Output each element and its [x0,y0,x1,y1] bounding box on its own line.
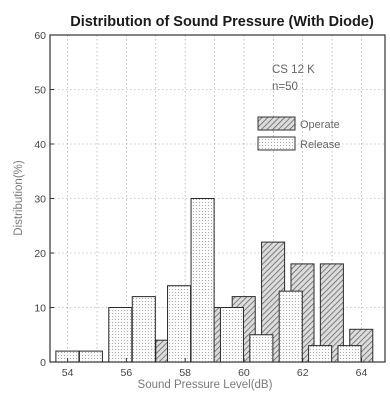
bar-release [190,198,215,363]
legend-label-operate: Operate [300,119,340,131]
x-tick-label: 60 [238,367,250,379]
x-tick-label: 58 [179,367,191,379]
x-tick-label: 64 [356,367,368,379]
x-tick-label: 62 [297,367,309,379]
y-tick-label: 60 [34,30,46,42]
x-tick-label: 56 [121,367,133,379]
bar-release [219,307,244,363]
bar-release [167,285,192,363]
bar-release [249,334,274,363]
y-tick-label: 0 [40,357,46,369]
x-tick-label: 54 [62,367,74,379]
annotation-sample: CS 12 K [272,64,315,76]
y-tick-label: 10 [34,303,46,315]
chart-title: Distribution of Sound Pressure (With Dio… [70,14,374,30]
ticks-layer: 0 10 20 30 40 50 60 54 56 58 60 62 64 [34,30,367,379]
x-axis-label: Sound Pressure Level(dB) [138,379,273,391]
y-tick-label: 50 [34,85,46,97]
bar-release [278,290,303,363]
y-tick-label: 30 [34,194,46,206]
legend-swatch-operate [257,116,296,131]
legend: Operate Release [257,116,340,151]
y-tick-label: 40 [34,139,46,151]
y-tick-label: 20 [34,248,46,260]
legend-label-release: Release [300,139,340,151]
legend-swatch-release [257,136,296,151]
bar-release [131,296,156,363]
bar-release [108,307,133,363]
bars-layer [55,198,374,363]
bar-release [337,345,362,363]
bar-release [78,350,103,363]
annotation-count: n=50 [272,81,298,93]
bar-release [308,345,333,363]
y-axis-label: Distribution(%) [13,160,25,236]
